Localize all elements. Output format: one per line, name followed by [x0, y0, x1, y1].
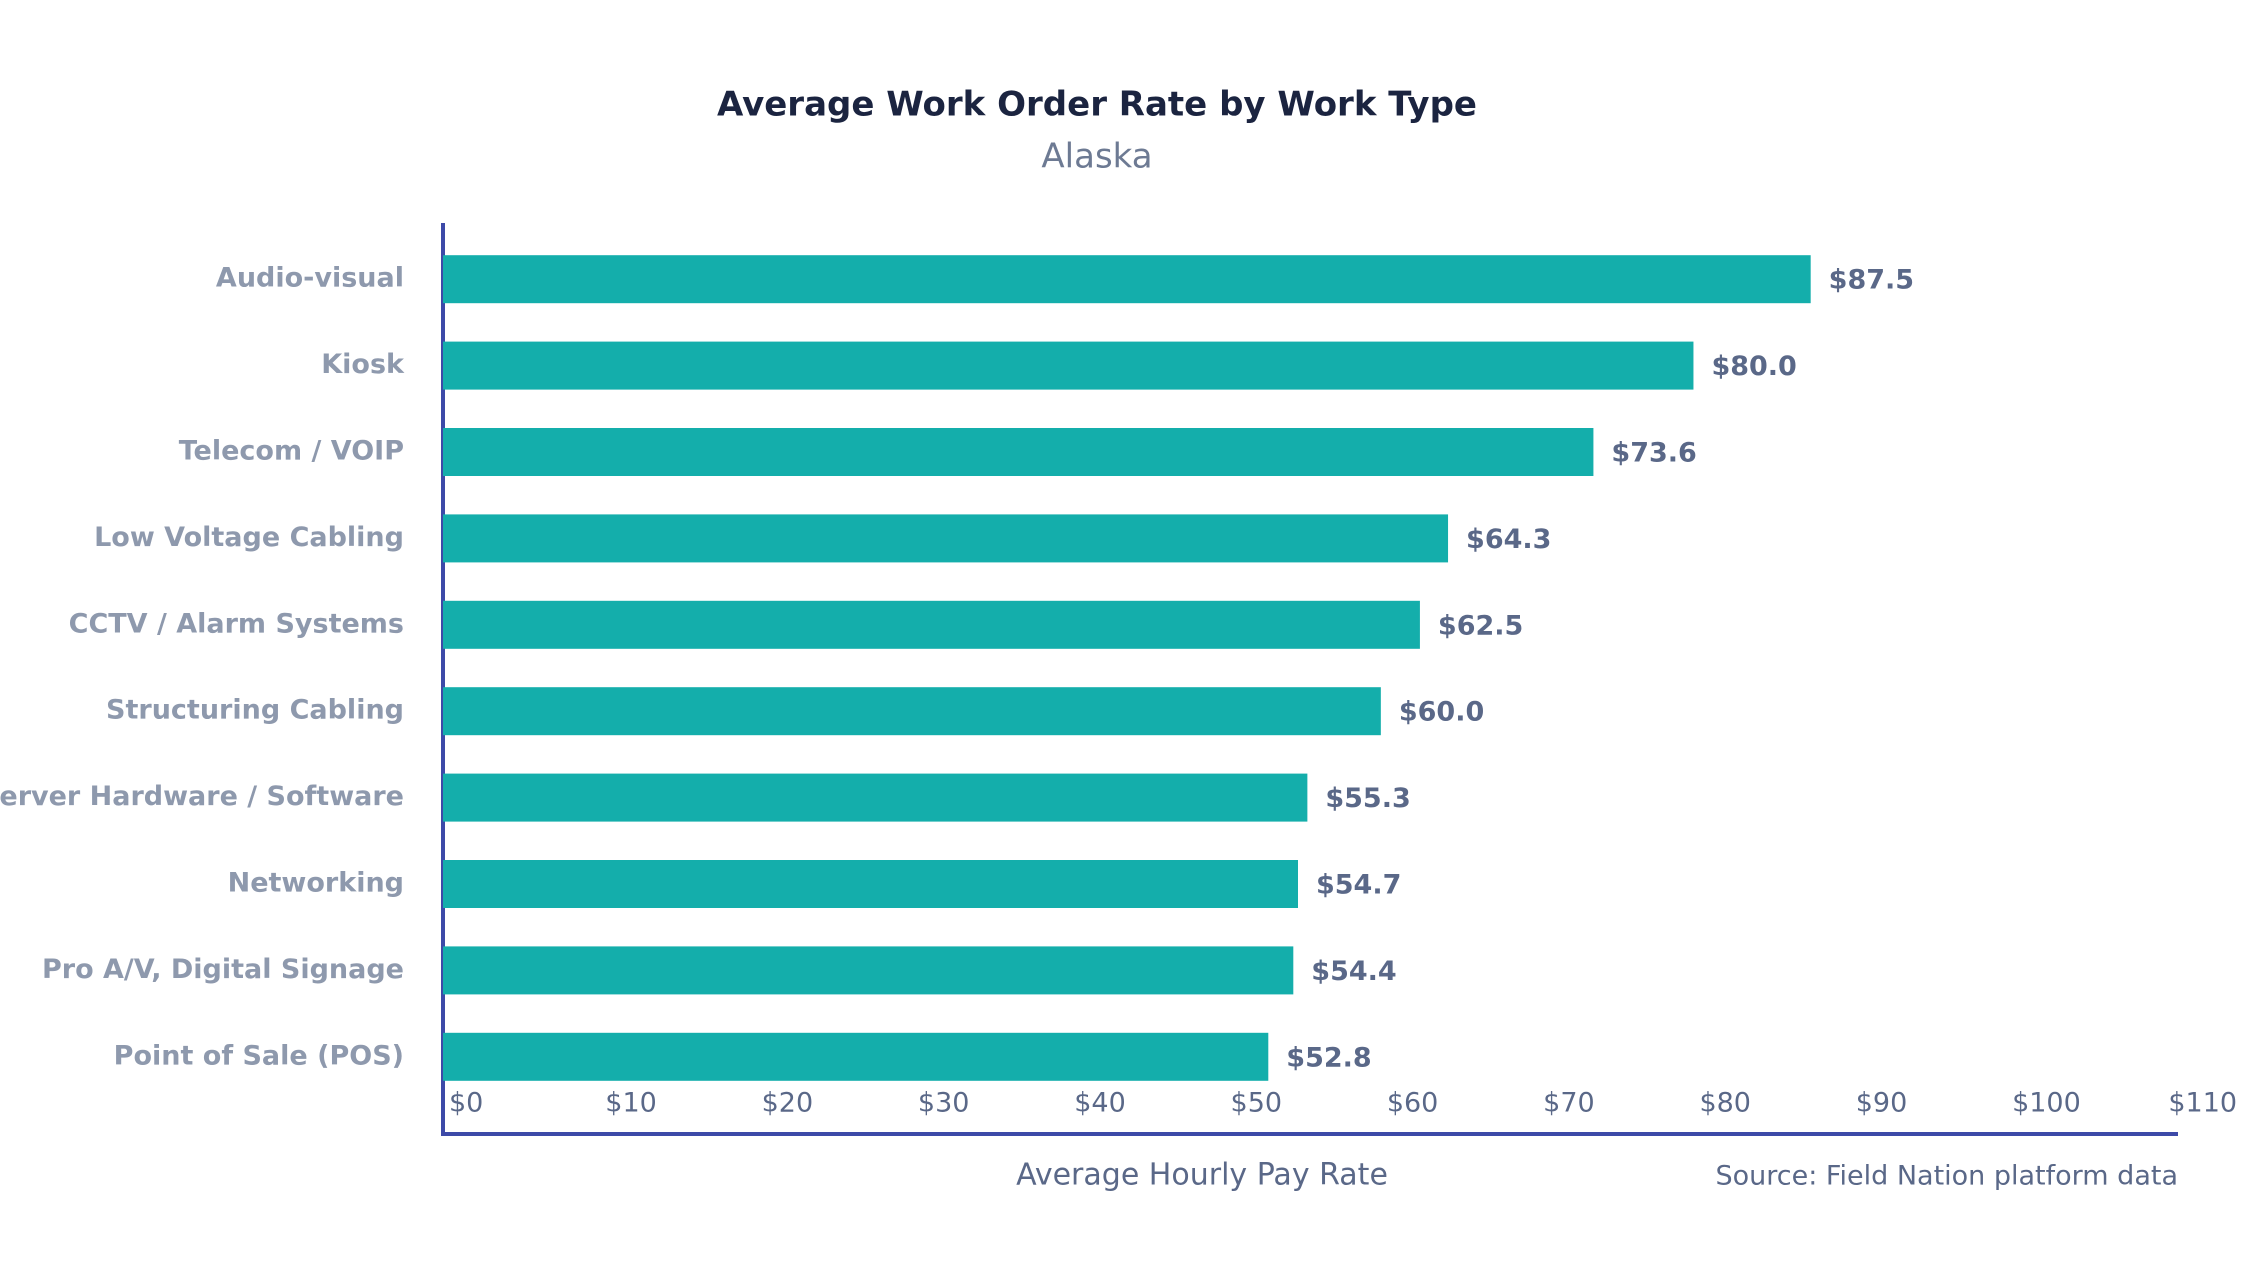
x-tick-label: $90 [1856, 1088, 1908, 1119]
y-tick-label: Pro A/V, Digital Signage [42, 954, 404, 985]
x-tick-label: $100 [2012, 1088, 2081, 1119]
x-tick-label: $50 [1231, 1088, 1283, 1119]
bar [443, 341, 1694, 390]
value-label: $54.4 [1311, 956, 1396, 987]
bar [443, 600, 1420, 649]
value-label: $64.3 [1466, 524, 1551, 555]
bar [443, 860, 1298, 908]
y-tick-label: Telecom / VOIP [179, 436, 404, 467]
y-tick-label: Structuring Cabling [106, 695, 404, 726]
value-label: $52.8 [1286, 1042, 1371, 1073]
value-label: $87.5 [1829, 265, 1914, 296]
value-label: $73.6 [1611, 438, 1696, 469]
x-tick-label: $20 [762, 1088, 814, 1119]
value-label: $54.7 [1316, 870, 1401, 901]
value-label: $62.5 [1438, 610, 1523, 641]
bar [443, 773, 1308, 822]
value-label: $80.0 [1711, 351, 1796, 382]
x-tick-label: $40 [1074, 1088, 1126, 1119]
bar [443, 514, 1449, 563]
x-tick-label: $110 [2168, 1088, 2237, 1119]
value-label: $55.3 [1325, 783, 1410, 814]
y-tick-label: Networking [228, 868, 404, 899]
bar [443, 255, 1811, 304]
x-tick-label: $10 [605, 1088, 657, 1119]
chart-subtitle: Alaska [1041, 137, 1152, 177]
y-tick-label: Point of Sale (POS) [114, 1040, 404, 1071]
y-tick-label: Audio-visual [216, 263, 404, 294]
chart-title: Average Work Order Rate by Work Type [717, 85, 1477, 125]
y-tick-label: Low Voltage Cabling [94, 522, 404, 553]
bar [443, 687, 1381, 736]
bar [443, 946, 1294, 995]
bar [443, 1032, 1269, 1081]
x-axis-title: Average Hourly Pay Rate [1016, 1158, 1388, 1193]
y-tick-label: Server Hardware / Software [0, 781, 404, 812]
bar [443, 428, 1594, 476]
value-label: $60.0 [1399, 697, 1484, 728]
x-tick-label: $70 [1543, 1088, 1595, 1119]
y-tick-label: Kiosk [321, 349, 405, 380]
x-tick-label: $80 [1699, 1088, 1751, 1119]
source-note: Source: Field Nation platform data [1716, 1161, 2178, 1192]
x-tick-label: $60 [1387, 1088, 1439, 1119]
x-tick-label: $30 [918, 1088, 970, 1119]
x-tick-label: $0 [449, 1088, 483, 1119]
y-tick-label: CCTV / Alarm Systems [69, 608, 404, 639]
